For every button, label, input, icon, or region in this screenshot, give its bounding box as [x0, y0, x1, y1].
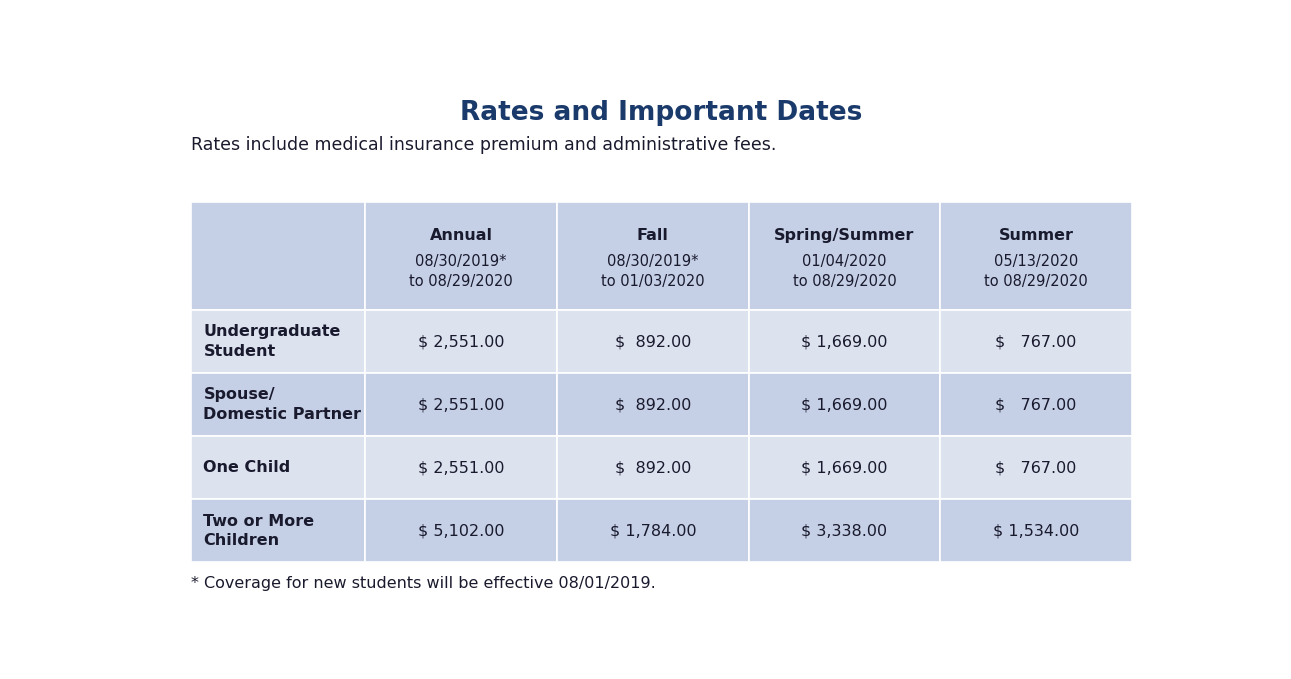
Text: $   767.00: $ 767.00 — [995, 334, 1077, 349]
Text: $   767.00: $ 767.00 — [995, 460, 1077, 475]
Text: $ 3,338.00: $ 3,338.00 — [802, 524, 887, 538]
Text: Spring/Summer: Spring/Summer — [775, 228, 914, 244]
FancyBboxPatch shape — [191, 373, 365, 436]
FancyBboxPatch shape — [191, 202, 365, 310]
Text: $ 1,784.00: $ 1,784.00 — [609, 524, 696, 538]
Text: 01/04/2020
to 08/29/2020: 01/04/2020 to 08/29/2020 — [793, 254, 896, 289]
Text: Spouse/
Domestic Partner: Spouse/ Domestic Partner — [204, 387, 361, 422]
Text: $ 1,669.00: $ 1,669.00 — [802, 460, 888, 475]
FancyBboxPatch shape — [191, 436, 365, 499]
Text: One Child: One Child — [204, 460, 290, 475]
FancyBboxPatch shape — [749, 310, 940, 373]
Text: 08/30/2019*
to 08/29/2020: 08/30/2019* to 08/29/2020 — [409, 254, 513, 289]
FancyBboxPatch shape — [940, 499, 1132, 562]
FancyBboxPatch shape — [365, 499, 556, 562]
Text: Two or More
Children: Two or More Children — [204, 513, 315, 549]
Text: $  892.00: $ 892.00 — [615, 460, 691, 475]
Text: 08/30/2019*
to 01/03/2020: 08/30/2019* to 01/03/2020 — [602, 254, 705, 289]
Text: Rates include medical insurance premium and administrative fees.: Rates include medical insurance premium … — [191, 136, 777, 154]
FancyBboxPatch shape — [749, 373, 940, 436]
FancyBboxPatch shape — [556, 373, 749, 436]
Text: $ 1,534.00: $ 1,534.00 — [993, 524, 1079, 538]
Text: Annual: Annual — [430, 228, 493, 244]
FancyBboxPatch shape — [556, 202, 749, 310]
FancyBboxPatch shape — [556, 310, 749, 373]
FancyBboxPatch shape — [749, 436, 940, 499]
Text: $ 2,551.00: $ 2,551.00 — [418, 460, 505, 475]
FancyBboxPatch shape — [940, 373, 1132, 436]
Text: $ 2,551.00: $ 2,551.00 — [418, 334, 505, 349]
FancyBboxPatch shape — [191, 310, 365, 373]
FancyBboxPatch shape — [556, 436, 749, 499]
Text: $ 5,102.00: $ 5,102.00 — [418, 524, 505, 538]
FancyBboxPatch shape — [365, 373, 556, 436]
FancyBboxPatch shape — [940, 310, 1132, 373]
FancyBboxPatch shape — [749, 202, 940, 310]
Text: Undergraduate
Student: Undergraduate Student — [204, 324, 341, 359]
Text: 05/13/2020
to 08/29/2020: 05/13/2020 to 08/29/2020 — [984, 254, 1088, 289]
Text: * Coverage for new students will be effective 08/01/2019.: * Coverage for new students will be effe… — [191, 576, 656, 591]
FancyBboxPatch shape — [940, 436, 1132, 499]
Text: Summer: Summer — [998, 228, 1074, 244]
FancyBboxPatch shape — [191, 499, 365, 562]
FancyBboxPatch shape — [365, 436, 556, 499]
Text: $ 1,669.00: $ 1,669.00 — [802, 397, 888, 412]
Text: $  892.00: $ 892.00 — [615, 334, 691, 349]
Text: $   767.00: $ 767.00 — [995, 397, 1077, 412]
FancyBboxPatch shape — [749, 499, 940, 562]
FancyBboxPatch shape — [365, 310, 556, 373]
FancyBboxPatch shape — [940, 202, 1132, 310]
Text: $ 2,551.00: $ 2,551.00 — [418, 397, 505, 412]
Text: $ 1,669.00: $ 1,669.00 — [802, 334, 888, 349]
Text: Fall: Fall — [636, 228, 669, 244]
Text: $  892.00: $ 892.00 — [615, 397, 691, 412]
FancyBboxPatch shape — [365, 202, 556, 310]
FancyBboxPatch shape — [556, 499, 749, 562]
Text: Rates and Important Dates: Rates and Important Dates — [461, 100, 862, 126]
